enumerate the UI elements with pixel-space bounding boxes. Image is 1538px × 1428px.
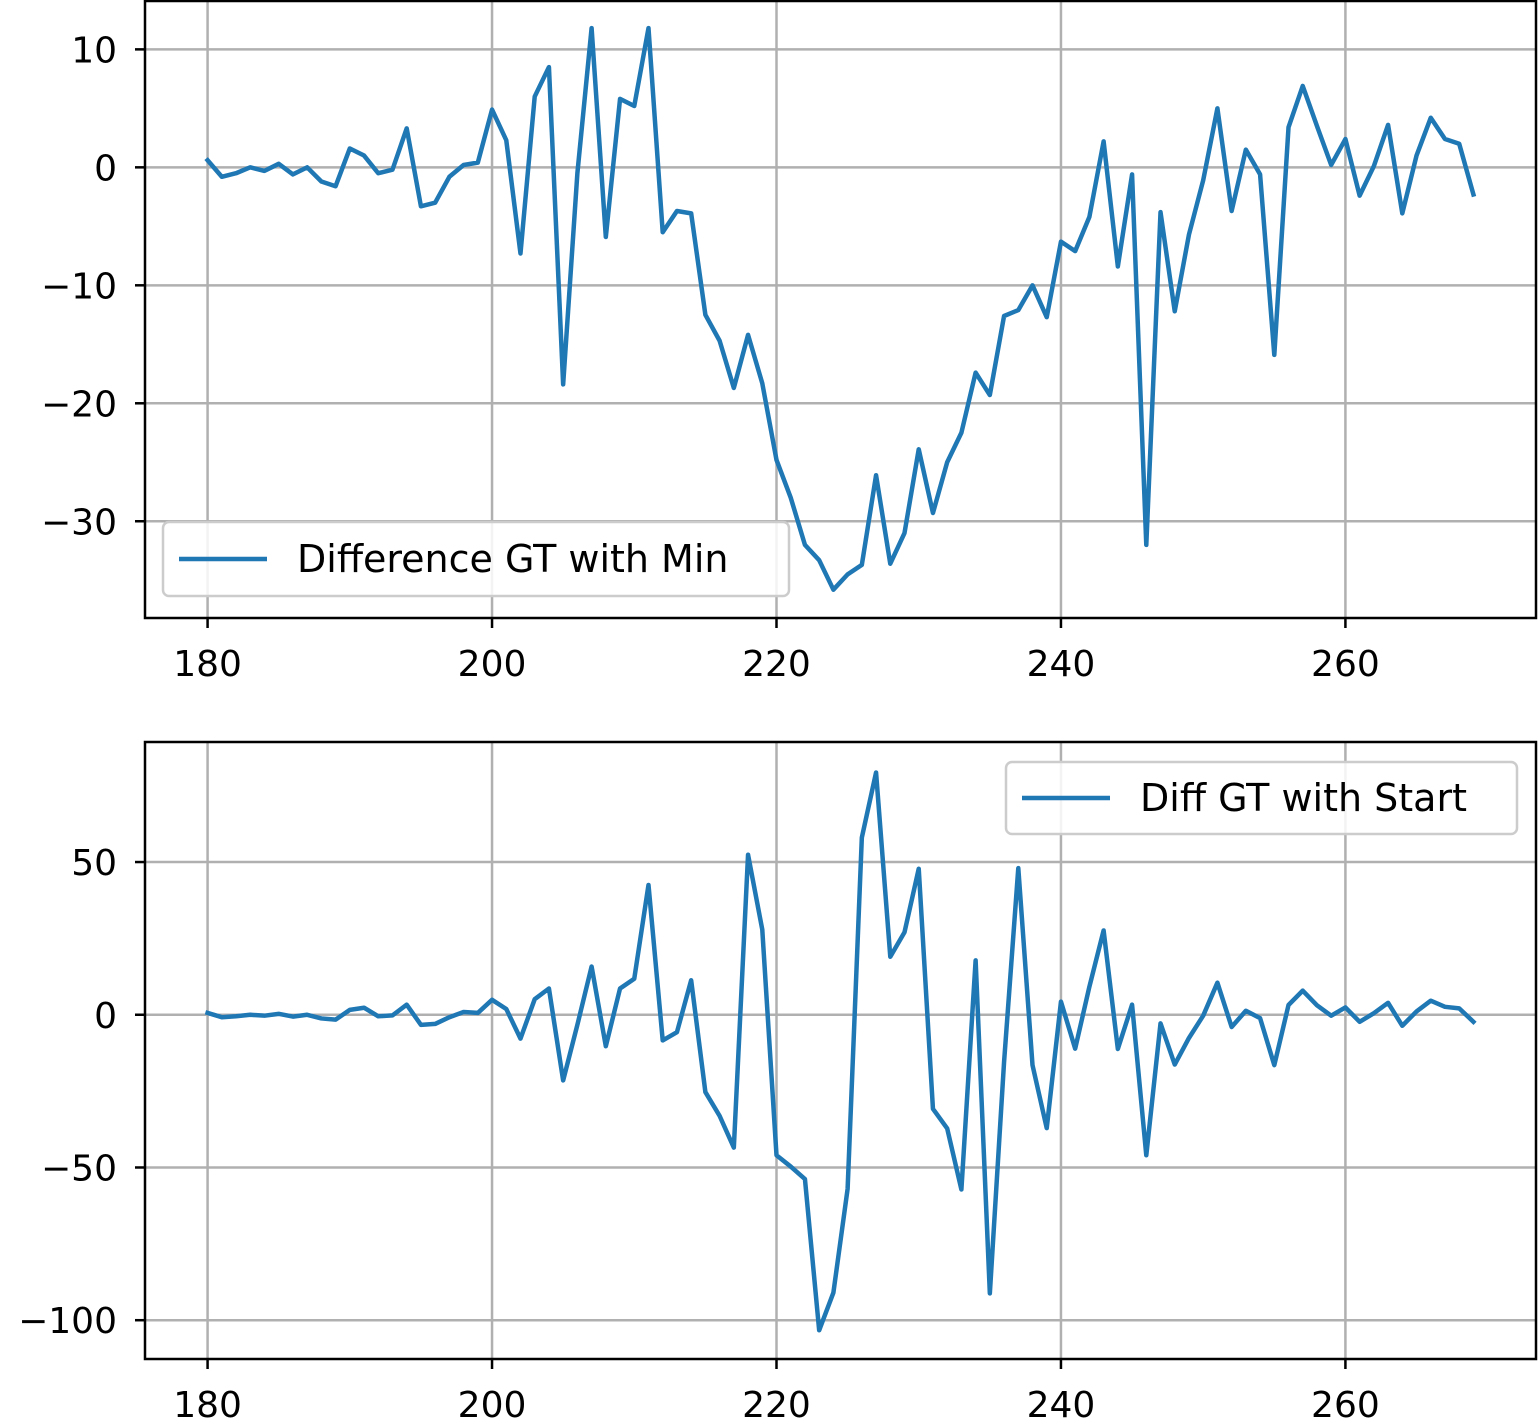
x-tick-label: 240 [1027,644,1096,685]
y-tick-label: 50 [71,843,117,884]
x-tick-label: 260 [1311,1385,1380,1426]
legend-box [1004,760,1519,836]
y-tick-label: −30 [41,502,117,543]
legend: Difference GT with Min [161,520,791,598]
legend-label: Difference GT with Min [297,537,729,581]
top-panel: 180 200 220 240 260 10 0 −10 −20 −30 Difference GT… [41,0,1538,685]
y-tick-label: −10 [41,266,117,307]
legend-box [161,520,791,598]
y-tick-label: −20 [41,384,117,425]
bottom-panel: 180 200 220 240 260 50 0 −50 −100 Diff GT with St… [18,740,1538,1426]
y-tick-label: 10 [71,30,117,71]
y-tick-label: −100 [18,1301,117,1342]
x-tick-label: 240 [1027,1385,1096,1426]
x-tick-label: 260 [1311,644,1380,685]
legend: Diff GT with Start [1004,760,1519,836]
series-line [204,770,1477,1333]
x-tick-label: 220 [742,644,811,685]
x-tick-label: 200 [458,1385,527,1426]
x-tick-label: 180 [173,644,242,685]
legend-label: Diff GT with Start [1140,776,1467,820]
x-tick-label: 180 [173,1385,242,1426]
y-tick-label: 0 [94,148,117,189]
plot-frame [143,740,1538,1361]
y-tick-label: 0 [94,996,117,1037]
plot-frame [143,0,1538,620]
x-tick-label: 220 [742,1385,811,1426]
series-line [204,25,1477,592]
x-tick-label: 200 [458,644,527,685]
y-tick-label: −50 [41,1148,117,1189]
